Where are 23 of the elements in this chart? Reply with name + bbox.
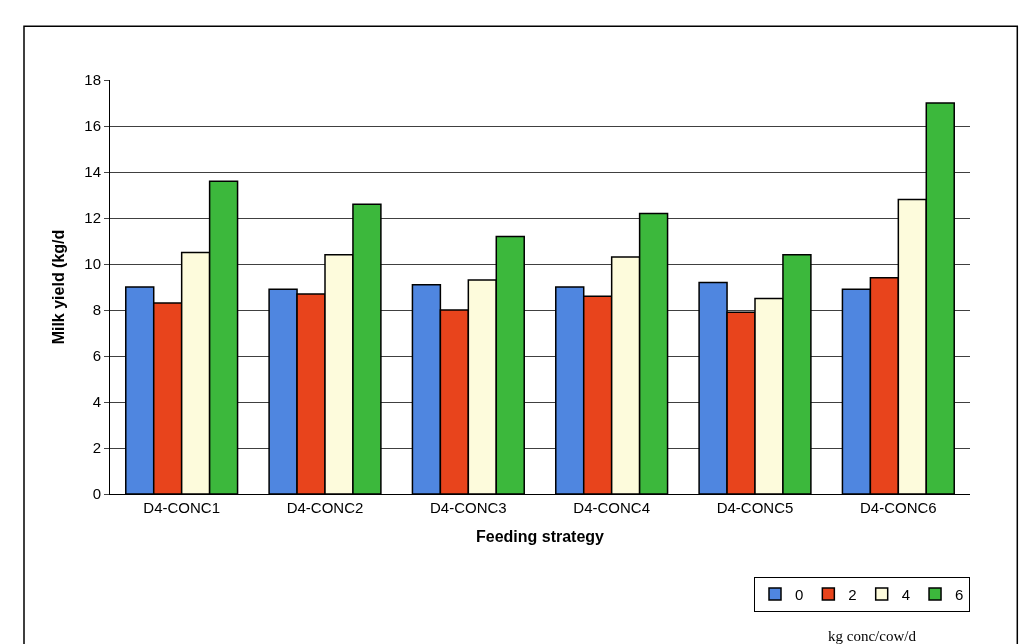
y-tick-label: 10 <box>84 255 101 273</box>
legend-label: 2 <box>848 585 857 603</box>
y-tick-label: 14 <box>84 163 101 181</box>
legend-label: 4 <box>901 585 911 603</box>
y-tick-label: 4 <box>92 393 101 411</box>
y-tick-label: 16 <box>84 117 101 135</box>
x-tick-label: D4-CONC3 <box>429 499 507 516</box>
x-tick-label: D4-CONC6 <box>859 499 937 516</box>
y-tick-label: 2 <box>92 439 101 457</box>
x-tick-label: D4-CONC4 <box>573 499 651 516</box>
y-tick-label: 18 <box>84 71 101 89</box>
y-tick-label: 6 <box>92 347 101 365</box>
legend-label: 6 <box>955 585 964 603</box>
y-tick-label: 12 <box>84 209 101 227</box>
x-tick-label: D4-CONC2 <box>286 499 364 516</box>
y-tick-label: 8 <box>92 301 101 319</box>
x-tick-label: D4-CONC5 <box>716 499 794 516</box>
text: kg conc/cow/d <box>828 628 917 644</box>
y-tick-label: 0 <box>92 485 101 503</box>
y-axis-title: Milk yield (kg/d <box>50 229 68 345</box>
x-axis-title: Feeding strategy <box>475 527 605 545</box>
legend-label: 0 <box>795 585 804 603</box>
x-tick-label: D4-CONC1 <box>143 499 221 516</box>
